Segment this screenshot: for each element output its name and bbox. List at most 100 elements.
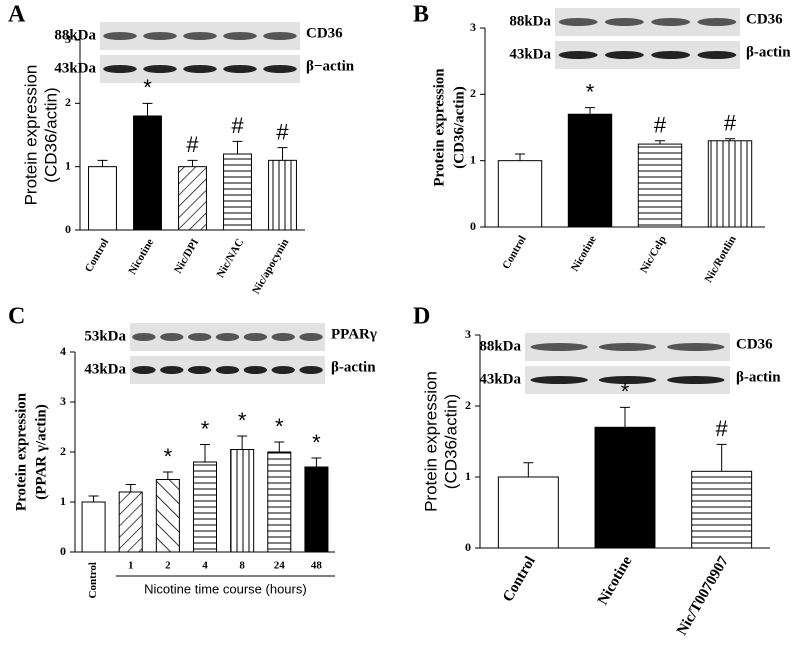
x-tick-label: 8 [239, 560, 245, 572]
significance-mark: # [724, 111, 737, 136]
bar [192, 461, 218, 553]
panel-label: C [8, 304, 25, 330]
blot-band [271, 333, 295, 341]
bar [267, 451, 292, 553]
x-tick-label: Nicotine [595, 553, 636, 607]
x-tick-label: Nicotine [569, 234, 599, 274]
x-tick-label: Nic/Rottlin [702, 234, 738, 285]
error-bar [515, 153, 525, 161]
error-bar [655, 140, 665, 145]
x-tick-label: 24 [274, 560, 286, 572]
error-bar [142, 102, 153, 116]
blot-size-label: 43kDa [84, 361, 126, 377]
significance-mark: # [186, 132, 199, 157]
blot-band [263, 65, 297, 73]
error-bar [162, 471, 173, 480]
bar [178, 166, 207, 231]
bar [230, 449, 255, 553]
x-tick-label: 4 [202, 560, 208, 572]
blot-band [223, 32, 257, 40]
bar [594, 426, 656, 549]
blot-band [103, 65, 137, 73]
error-bar [523, 462, 534, 477]
blot-band [143, 65, 177, 73]
y-tick-label: 1 [60, 494, 66, 508]
blot-size-label: 43kDa [509, 46, 551, 62]
blot-band [132, 333, 156, 341]
y-tick-label: 3 [470, 20, 476, 34]
error-bar [311, 457, 322, 467]
bar [155, 479, 180, 553]
x-tick-label: Control [500, 554, 539, 605]
significance-mark: # [654, 113, 667, 138]
bar [691, 470, 753, 549]
significance-mark: # [231, 113, 244, 138]
panel-label: B [413, 2, 429, 28]
significance-mark: * [312, 430, 321, 455]
blot-band [263, 32, 297, 40]
x-tick-label: 1 [128, 560, 134, 572]
x-tick-label: Nic/NAC [215, 237, 247, 280]
blot-band [103, 32, 137, 40]
error-bar [237, 435, 248, 450]
bar [268, 159, 297, 231]
bar [497, 160, 543, 228]
blot-band [132, 366, 156, 374]
blot-band [215, 366, 240, 374]
significance-mark: * [143, 75, 152, 100]
y-tick-label: 2 [465, 398, 471, 412]
y-tick-label: 0 [465, 540, 471, 554]
y-tick-label: 0 [65, 222, 71, 236]
significance-mark: * [201, 416, 210, 441]
significance-mark: # [716, 416, 729, 441]
x-tick-label: Control [87, 562, 99, 598]
blot-band [651, 18, 691, 26]
panel: D Protein expression (CD36/actin) 0 1 2 3 88kDa… [413, 304, 781, 639]
x-tick-label: 48 [311, 560, 323, 572]
significance-mark: * [164, 444, 173, 469]
y-tick-label: 1 [470, 152, 476, 166]
blot-protein-label: CD36 [746, 11, 783, 27]
blot-size-label: 43kDa [54, 60, 96, 76]
y-axis-label: Protein expression [13, 392, 29, 511]
y-tick-label: 0 [60, 544, 66, 558]
y-tick-label: 3 [60, 394, 66, 408]
error-bar [716, 443, 727, 472]
blot-band [697, 18, 737, 26]
significance-mark: # [276, 119, 289, 144]
blot-band [530, 343, 588, 351]
y-axis-label: (CD36/actin) [41, 87, 60, 182]
x-tick-label: Nic/T0070907 [674, 553, 732, 638]
x-tick-label: Nic/apocynin [250, 237, 291, 296]
blot-band [558, 18, 598, 26]
x-tick-label: Nic/Celp [638, 234, 669, 275]
panel-label: A [8, 2, 26, 28]
y-axis-label: Protein expression [21, 65, 40, 206]
x-tick-label: Control [500, 234, 529, 272]
y-tick-label: 1 [65, 158, 71, 172]
blot-band [160, 333, 184, 341]
blot-size-label: 53kDa [84, 328, 126, 344]
error-bar [187, 159, 198, 167]
y-axis-label: Protein expression [421, 371, 440, 512]
blot-band [160, 366, 184, 374]
blot-band [598, 343, 657, 351]
blot-protein-label: CD36 [736, 336, 773, 352]
x-tick-label: Nic/DPI [172, 237, 201, 276]
bar [707, 140, 753, 228]
error-bar [274, 441, 285, 452]
y-axis-label: (PPAR γ/actin) [33, 404, 49, 499]
significance-mark: * [621, 379, 630, 404]
y-tick-label: 4 [60, 344, 66, 358]
bar [81, 501, 106, 553]
bar [133, 115, 162, 231]
x-tick-label: Control [83, 237, 112, 275]
blot-band [187, 366, 212, 374]
panel: B Protein expression (CD36/actin) 0 1 2 3 88kDa… [413, 2, 791, 285]
blot-band [223, 65, 257, 73]
error-bar [200, 444, 210, 462]
error-bar [232, 140, 243, 154]
blot-band [187, 333, 212, 341]
error-bar [277, 147, 288, 161]
error-bar [88, 495, 99, 502]
